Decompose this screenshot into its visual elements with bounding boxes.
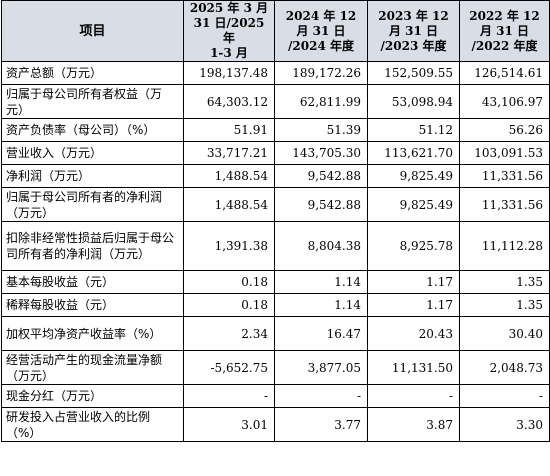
cell-value: 11,131.50 xyxy=(367,350,460,385)
cell-value: 16.47 xyxy=(274,316,368,351)
row-label: 归属于母公司所有者权益（万元） xyxy=(1,84,184,119)
cell-value: 20.43 xyxy=(367,316,460,351)
cell-value: 11,331.56 xyxy=(459,187,550,222)
table-row: 经营活动产生的现金流量净额（万元） -5,652.75 3,877.05 11,… xyxy=(1,350,550,385)
column-header-item: 项目 xyxy=(1,0,184,62)
cell-value: 8,804.38 xyxy=(274,221,368,271)
cell-value: 3.30 xyxy=(459,407,550,442)
cell-value: 1.17 xyxy=(367,293,460,317)
row-label: 稀释每股收益（元） xyxy=(1,293,184,317)
cell-value: 1,488.54 xyxy=(183,187,275,222)
cell-value: 9,825.49 xyxy=(367,164,460,188)
cell-value: 126,514.61 xyxy=(459,61,550,85)
cell-value: 152,509.55 xyxy=(367,61,460,85)
cell-value: 8,925.78 xyxy=(367,221,460,271)
row-label: 营业收入（万元） xyxy=(1,141,184,165)
cell-value: 1.14 xyxy=(274,270,368,294)
row-label: 资产负债率（母公司）（%） xyxy=(1,118,184,142)
table-row: 归属于母公司所有者权益（万元） 64,303.12 62,811.99 53,0… xyxy=(1,84,550,119)
cell-value: -5,652.75 xyxy=(183,350,275,385)
cell-value: 3.77 xyxy=(274,407,368,442)
column-header-period: 2024 年 12 月 31 日 /2024 年度 xyxy=(274,0,368,62)
column-header-period: 2025 年 3 月 31 日/2025 年 1-3 月 xyxy=(183,0,275,62)
cell-value: 62,811.99 xyxy=(274,84,368,119)
cell-value: 51.91 xyxy=(183,118,275,142)
financial-data-table: 项目 2025 年 3 月 31 日/2025 年 1-3 月 2024 年 1… xyxy=(1,0,550,442)
cell-value: 2,048.73 xyxy=(459,350,550,385)
cell-value: 1.35 xyxy=(459,270,550,294)
row-label: 资产总额（万元） xyxy=(1,61,184,85)
table-header-row: 项目 2025 年 3 月 31 日/2025 年 1-3 月 2024 年 1… xyxy=(1,0,550,62)
cell-value: - xyxy=(274,384,368,408)
cell-value: 3.87 xyxy=(367,407,460,442)
cell-value: 198,137.48 xyxy=(183,61,275,85)
table-row: 资产负债率（母公司）（%） 51.91 51.39 51.12 56.26 xyxy=(1,118,550,142)
table-row: 现金分红（万元） - - - - xyxy=(1,384,550,408)
cell-value: 64,303.12 xyxy=(183,84,275,119)
cell-value: 0.18 xyxy=(183,293,275,317)
cell-value: 1.14 xyxy=(274,293,368,317)
cell-value: 3,877.05 xyxy=(274,350,368,385)
cell-value: 1.35 xyxy=(459,293,550,317)
cell-value: 33,717.21 xyxy=(183,141,275,165)
cell-value: 3.01 xyxy=(183,407,275,442)
cell-value: - xyxy=(459,384,550,408)
cell-value: 51.39 xyxy=(274,118,368,142)
cell-value: 1,488.54 xyxy=(183,164,275,188)
row-label: 现金分红（万元） xyxy=(1,384,184,408)
cell-value: 11,112.28 xyxy=(459,221,550,271)
table-row: 扣除非经常性损益后归属于母公司所有者的净利润（万元） 1,391.38 8,80… xyxy=(1,221,550,271)
cell-value: 51.12 xyxy=(367,118,460,142)
cell-value: 9,542.88 xyxy=(274,164,368,188)
cell-value: - xyxy=(183,384,275,408)
cell-value: 9,542.88 xyxy=(274,187,368,222)
cell-value: 30.40 xyxy=(459,316,550,351)
cell-value: 56.26 xyxy=(459,118,550,142)
cell-value: 2.34 xyxy=(183,316,275,351)
table-row: 归属于母公司所有者的净利润（万元） 1,488.54 9,542.88 9,82… xyxy=(1,187,550,222)
cell-value: 53,098.94 xyxy=(367,84,460,119)
cell-value: 143,705.30 xyxy=(274,141,368,165)
row-label: 加权平均净资产收益率（%） xyxy=(1,316,184,351)
cell-value: 1.17 xyxy=(367,270,460,294)
cell-value: 43,106.97 xyxy=(459,84,550,119)
cell-value: 0.18 xyxy=(183,270,275,294)
row-label: 基本每股收益（元） xyxy=(1,270,184,294)
table-row: 基本每股收益（元） 0.18 1.14 1.17 1.35 xyxy=(1,270,550,294)
column-header-period: 2023 年 12 月 31 日 /2023 年度 xyxy=(367,0,460,62)
row-label: 经营活动产生的现金流量净额（万元） xyxy=(1,350,184,385)
cell-value: 11,331.56 xyxy=(459,164,550,188)
row-label: 归属于母公司所有者的净利润（万元） xyxy=(1,187,184,222)
cell-value: - xyxy=(367,384,460,408)
row-label: 扣除非经常性损益后归属于母公司所有者的净利润（万元） xyxy=(1,221,184,271)
row-label: 研发投入占营业收入的比例（%） xyxy=(1,407,184,442)
column-header-period: 2022 年 12 月 31 日 /2022 年度 xyxy=(459,0,550,62)
cell-value: 1,391.38 xyxy=(183,221,275,271)
table-row: 净利润（万元） 1,488.54 9,542.88 9,825.49 11,33… xyxy=(1,164,550,188)
cell-value: 103,091.53 xyxy=(459,141,550,165)
cell-value: 189,172.26 xyxy=(274,61,368,85)
row-label: 净利润（万元） xyxy=(1,164,184,188)
cell-value: 9,825.49 xyxy=(367,187,460,222)
table-row: 研发投入占营业收入的比例（%） 3.01 3.77 3.87 3.30 xyxy=(1,407,550,442)
cell-value: 113,621.70 xyxy=(367,141,460,165)
table-row: 加权平均净资产收益率（%） 2.34 16.47 20.43 30.40 xyxy=(1,316,550,351)
table-row: 营业收入（万元） 33,717.21 143,705.30 113,621.70… xyxy=(1,141,550,165)
table-row: 资产总额（万元） 198,137.48 189,172.26 152,509.5… xyxy=(1,61,550,85)
table-row: 稀释每股收益（元） 0.18 1.14 1.17 1.35 xyxy=(1,293,550,317)
